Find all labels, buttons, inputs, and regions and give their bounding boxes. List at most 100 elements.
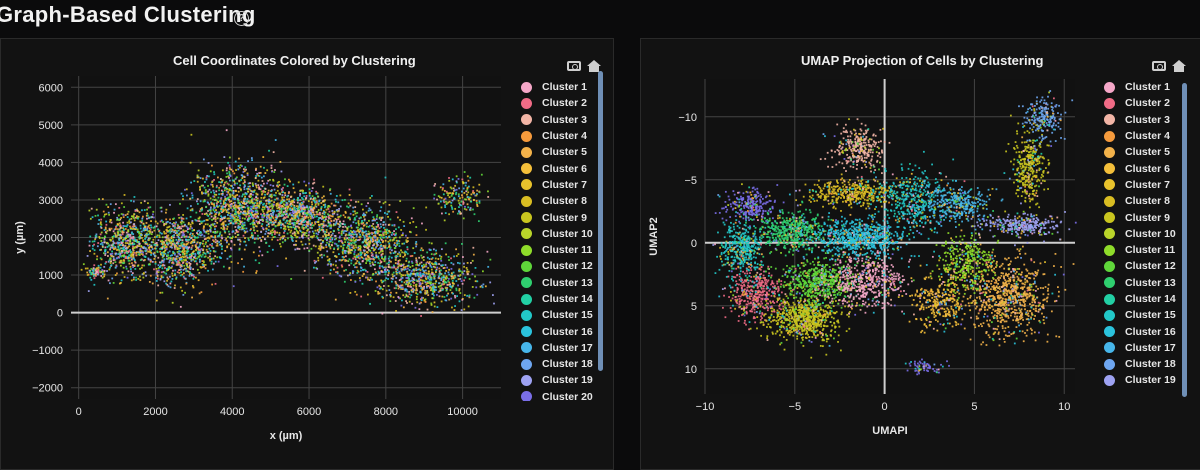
point bbox=[206, 249, 208, 251]
point bbox=[361, 257, 363, 259]
point bbox=[128, 250, 130, 252]
point bbox=[145, 243, 147, 245]
point bbox=[152, 239, 154, 241]
point bbox=[144, 226, 146, 228]
point bbox=[163, 243, 165, 245]
point bbox=[456, 295, 458, 297]
point bbox=[459, 300, 461, 302]
point bbox=[407, 284, 409, 286]
point bbox=[290, 231, 292, 233]
point bbox=[275, 218, 277, 220]
point bbox=[317, 221, 319, 223]
point bbox=[188, 262, 190, 264]
help-icon[interactable]: ? bbox=[234, 11, 249, 26]
point bbox=[137, 241, 139, 243]
point bbox=[139, 243, 141, 245]
point bbox=[440, 279, 442, 281]
point bbox=[402, 287, 404, 289]
point bbox=[416, 261, 418, 263]
point bbox=[268, 226, 270, 228]
point bbox=[101, 242, 103, 244]
point bbox=[284, 184, 286, 186]
point bbox=[482, 270, 484, 272]
point bbox=[335, 201, 337, 203]
point bbox=[123, 214, 125, 216]
point bbox=[144, 228, 146, 230]
point bbox=[451, 278, 453, 280]
point bbox=[466, 209, 468, 211]
point bbox=[386, 213, 388, 215]
point bbox=[328, 237, 330, 239]
point bbox=[326, 209, 328, 211]
point bbox=[348, 217, 350, 219]
point bbox=[454, 185, 456, 187]
point bbox=[367, 271, 369, 273]
point bbox=[266, 203, 268, 205]
point bbox=[466, 269, 468, 271]
point bbox=[341, 259, 343, 261]
point bbox=[425, 281, 427, 283]
point bbox=[347, 275, 349, 277]
point bbox=[399, 237, 401, 239]
point bbox=[155, 277, 157, 279]
point bbox=[414, 252, 416, 254]
point bbox=[134, 268, 136, 270]
point bbox=[354, 266, 356, 268]
point bbox=[236, 183, 238, 185]
point bbox=[202, 213, 204, 215]
point bbox=[245, 216, 247, 218]
point bbox=[369, 240, 371, 242]
point bbox=[203, 261, 205, 263]
point bbox=[485, 285, 487, 287]
point bbox=[431, 243, 433, 245]
point bbox=[384, 269, 386, 271]
point bbox=[313, 267, 315, 269]
point bbox=[383, 221, 385, 223]
x-tick-label: 10000 bbox=[447, 406, 478, 418]
point bbox=[253, 206, 255, 208]
point bbox=[200, 177, 202, 179]
point bbox=[420, 269, 422, 271]
point bbox=[337, 223, 339, 225]
point bbox=[426, 282, 428, 284]
point bbox=[407, 296, 409, 298]
point bbox=[150, 275, 152, 277]
point bbox=[366, 277, 368, 279]
point bbox=[398, 226, 400, 228]
point bbox=[280, 227, 282, 229]
point bbox=[274, 231, 276, 233]
point bbox=[182, 269, 184, 271]
point bbox=[221, 181, 223, 183]
point bbox=[450, 257, 452, 259]
point bbox=[184, 246, 186, 248]
point bbox=[209, 256, 211, 258]
point bbox=[421, 297, 423, 299]
point bbox=[277, 239, 279, 241]
point bbox=[366, 242, 368, 244]
point bbox=[174, 254, 176, 256]
point bbox=[218, 235, 220, 237]
point bbox=[184, 277, 186, 279]
point bbox=[169, 229, 171, 231]
point bbox=[395, 310, 397, 312]
point bbox=[174, 244, 176, 246]
point bbox=[420, 275, 422, 277]
point bbox=[232, 217, 234, 219]
point bbox=[452, 280, 454, 282]
point bbox=[193, 250, 195, 252]
point bbox=[355, 222, 357, 224]
point bbox=[440, 260, 442, 262]
point bbox=[322, 223, 324, 225]
point bbox=[139, 237, 141, 239]
point bbox=[200, 266, 202, 268]
point bbox=[450, 262, 452, 264]
point bbox=[267, 217, 269, 219]
point bbox=[286, 220, 288, 222]
point bbox=[463, 308, 465, 310]
point bbox=[215, 241, 217, 243]
point bbox=[348, 202, 350, 204]
point bbox=[396, 273, 398, 275]
point bbox=[318, 231, 320, 233]
point bbox=[443, 279, 445, 281]
point bbox=[148, 247, 150, 249]
